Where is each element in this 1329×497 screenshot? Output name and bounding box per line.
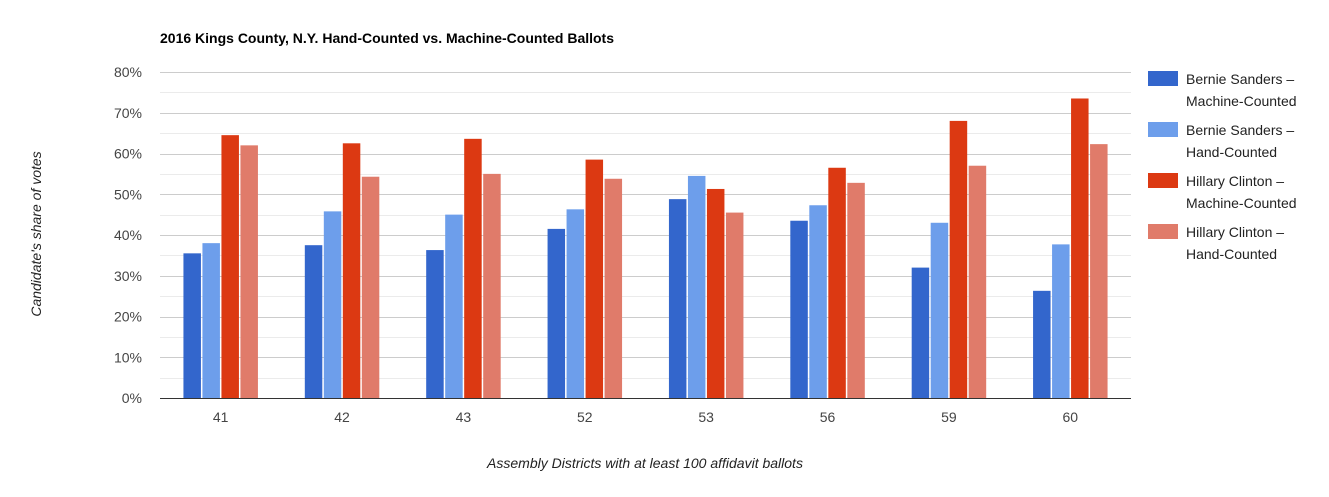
bar-42-series-1	[304, 245, 323, 398]
y-tick-label: 20%	[114, 309, 142, 325]
y-tick-label: 60%	[114, 146, 142, 162]
bar-42-series-2	[323, 211, 342, 398]
y-tick-label: 80%	[114, 64, 142, 80]
legend: Bernie Sanders – Machine-Counted Bernie Sa…	[1148, 71, 1297, 262]
bars	[183, 98, 1108, 399]
x-tick-label: 60	[1063, 409, 1079, 425]
legend-swatch	[1148, 122, 1178, 137]
legend-item: Hillary Clinton – Hand-Counted	[1148, 224, 1284, 262]
bar-43-series-2	[445, 214, 463, 398]
x-tick-label: 56	[820, 409, 836, 425]
legend-swatch	[1148, 224, 1178, 239]
bar-43-series-1	[426, 250, 444, 398]
bar-43-series-3	[464, 138, 482, 398]
bar-59-series-1	[911, 267, 930, 398]
bar-60-series-2	[1052, 244, 1070, 398]
bar-43-series-4	[483, 173, 501, 398]
legend-label: Bernie Sanders – Hand-Counted	[1186, 122, 1294, 160]
y-tick-label: 10%	[114, 349, 142, 365]
bar-53-series-4	[725, 212, 744, 398]
bar-41-series-2	[202, 243, 220, 398]
bar-53-series-3	[706, 188, 725, 398]
chart-title: 2016 Kings County, N.Y. Hand-Counted vs.…	[160, 30, 614, 46]
y-tick-label: 40%	[114, 227, 142, 243]
y-tick-label: 0%	[122, 390, 142, 406]
bar-60-series-4	[1090, 144, 1108, 398]
bar-42-series-4	[361, 176, 380, 398]
y-tick-label: 30%	[114, 268, 142, 284]
y-tick-label: 50%	[114, 186, 142, 202]
y-tick-label: 70%	[114, 105, 142, 121]
bar-52-series-4	[604, 178, 623, 398]
bar-56-series-1	[790, 220, 808, 398]
bar-42-series-3	[342, 143, 361, 398]
bar-56-series-3	[828, 167, 846, 398]
legend-swatch	[1148, 173, 1178, 188]
x-axis-title: Assembly Districts with at least 100 aff…	[486, 455, 803, 471]
axes: 0% 10% 20% 30% 40% 50% 60% 70% 80% 41 42 43 52 53 56 59…	[114, 64, 1131, 425]
bar-59-series-2	[930, 222, 949, 398]
legend-item: Hillary Clinton – Machine-Counted	[1148, 173, 1297, 211]
legend-label: Hillary Clinton – Machine-Counted	[1186, 173, 1297, 211]
bar-59-series-3	[949, 120, 968, 399]
legend-label: Hillary Clinton – Hand-Counted	[1186, 224, 1284, 262]
bar-53-series-2	[687, 175, 706, 398]
bar-60-series-1	[1033, 290, 1051, 398]
bar-59-series-4	[968, 165, 987, 398]
y-axis-title: Candidate's share of votes	[28, 151, 44, 316]
x-tick-label: 52	[577, 409, 593, 425]
x-tick-label: 59	[941, 409, 957, 425]
x-tick-label: 43	[456, 409, 472, 425]
bar-53-series-1	[668, 199, 687, 398]
bar-52-series-3	[585, 159, 604, 398]
legend-swatch	[1148, 71, 1178, 86]
bar-41-series-3	[221, 135, 239, 398]
bar-56-series-4	[847, 182, 865, 398]
bar-60-series-3	[1071, 98, 1089, 399]
bar-41-series-1	[183, 253, 201, 398]
x-tick-label: 53	[698, 409, 714, 425]
legend-item: Bernie Sanders – Hand-Counted	[1148, 122, 1294, 160]
bar-52-series-1	[547, 228, 566, 398]
legend-label: Bernie Sanders – Machine-Counted	[1186, 71, 1297, 109]
bar-41-series-4	[240, 145, 258, 398]
legend-item: Bernie Sanders – Machine-Counted	[1148, 71, 1297, 109]
bar-52-series-2	[566, 209, 585, 398]
x-tick-label: 41	[213, 409, 229, 425]
bar-56-series-2	[809, 205, 827, 398]
x-tick-label: 42	[334, 409, 350, 425]
